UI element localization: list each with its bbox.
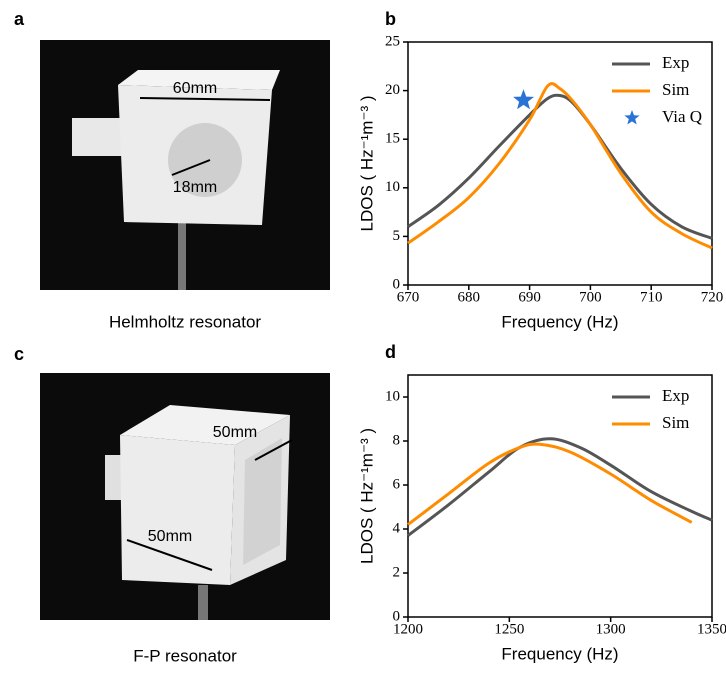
- y-tick-label: 2: [393, 564, 401, 580]
- x-tick-label: 680: [458, 289, 481, 305]
- x-tick-label: 670: [397, 289, 420, 305]
- legend-label: Sim: [662, 80, 689, 99]
- x-tick-label: 1300: [596, 621, 626, 637]
- series-line: [407, 442, 693, 526]
- legend-label: Exp: [662, 53, 689, 72]
- dimension: [139, 97, 271, 101]
- legend-label: Sim: [662, 413, 689, 432]
- y-axis-title: LDOS ( Hz⁻¹m⁻³ ): [357, 96, 376, 232]
- y-tick-label: 4: [393, 520, 401, 536]
- cube-front: [120, 435, 235, 585]
- opening: [243, 438, 282, 565]
- x-tick-label: 710: [640, 289, 663, 305]
- cube-top: [120, 405, 290, 445]
- x-tick-label: 720: [701, 289, 724, 305]
- y-tick-label: 0: [393, 608, 401, 624]
- legend-marker: [624, 110, 640, 125]
- hole: [168, 123, 242, 197]
- y-tick-label: 10: [385, 388, 400, 404]
- x-tick-label: 1350: [697, 621, 726, 637]
- panel-label: b: [385, 9, 396, 29]
- y-tick-label: 20: [385, 82, 400, 98]
- y-tick-label: 8: [393, 432, 401, 448]
- panel-label: d: [385, 342, 396, 362]
- y-tick-label: 15: [385, 131, 400, 147]
- legend-label: Via Q: [662, 107, 702, 126]
- y-tick-label: 25: [385, 33, 400, 49]
- plot-frame: [407, 41, 713, 286]
- x-axis-title: Frequency (Hz): [501, 312, 618, 331]
- caption: Helmholtz resonator: [109, 312, 261, 331]
- dimension: [126, 539, 213, 571]
- post: [178, 220, 186, 290]
- annotation: 50mm: [148, 528, 192, 545]
- annotation: 60mm: [173, 80, 217, 97]
- caption: F-P resonator: [133, 646, 237, 665]
- y-tick-label: 0: [393, 276, 401, 292]
- y-tick-label: 6: [393, 476, 401, 492]
- series-line: [407, 93, 713, 240]
- dimension: [171, 159, 211, 176]
- x-tick-label: 1250: [494, 621, 524, 637]
- panel-label: a: [14, 9, 25, 29]
- y-tick-label: 5: [393, 228, 401, 244]
- x-tick-label: 690: [518, 289, 541, 305]
- cube-top: [118, 70, 280, 90]
- tube: [72, 118, 122, 156]
- series-line: [407, 82, 713, 250]
- series-line: [407, 437, 713, 537]
- y-axis-title: LDOS ( Hz⁻¹m⁻³ ): [357, 428, 376, 564]
- legend-label: Exp: [662, 386, 689, 405]
- x-tick-label: 1200: [393, 621, 423, 637]
- annotation: 50mm: [213, 424, 257, 441]
- y-tick-label: 10: [385, 179, 400, 195]
- x-axis-title: Frequency (Hz): [501, 644, 618, 663]
- panel-label: c: [14, 344, 24, 364]
- star-marker: [513, 89, 534, 110]
- dimension: [254, 439, 293, 461]
- post: [198, 585, 208, 620]
- x-tick-label: 700: [579, 289, 602, 305]
- annotation: 18mm: [173, 179, 217, 196]
- plot-frame: [407, 374, 713, 618]
